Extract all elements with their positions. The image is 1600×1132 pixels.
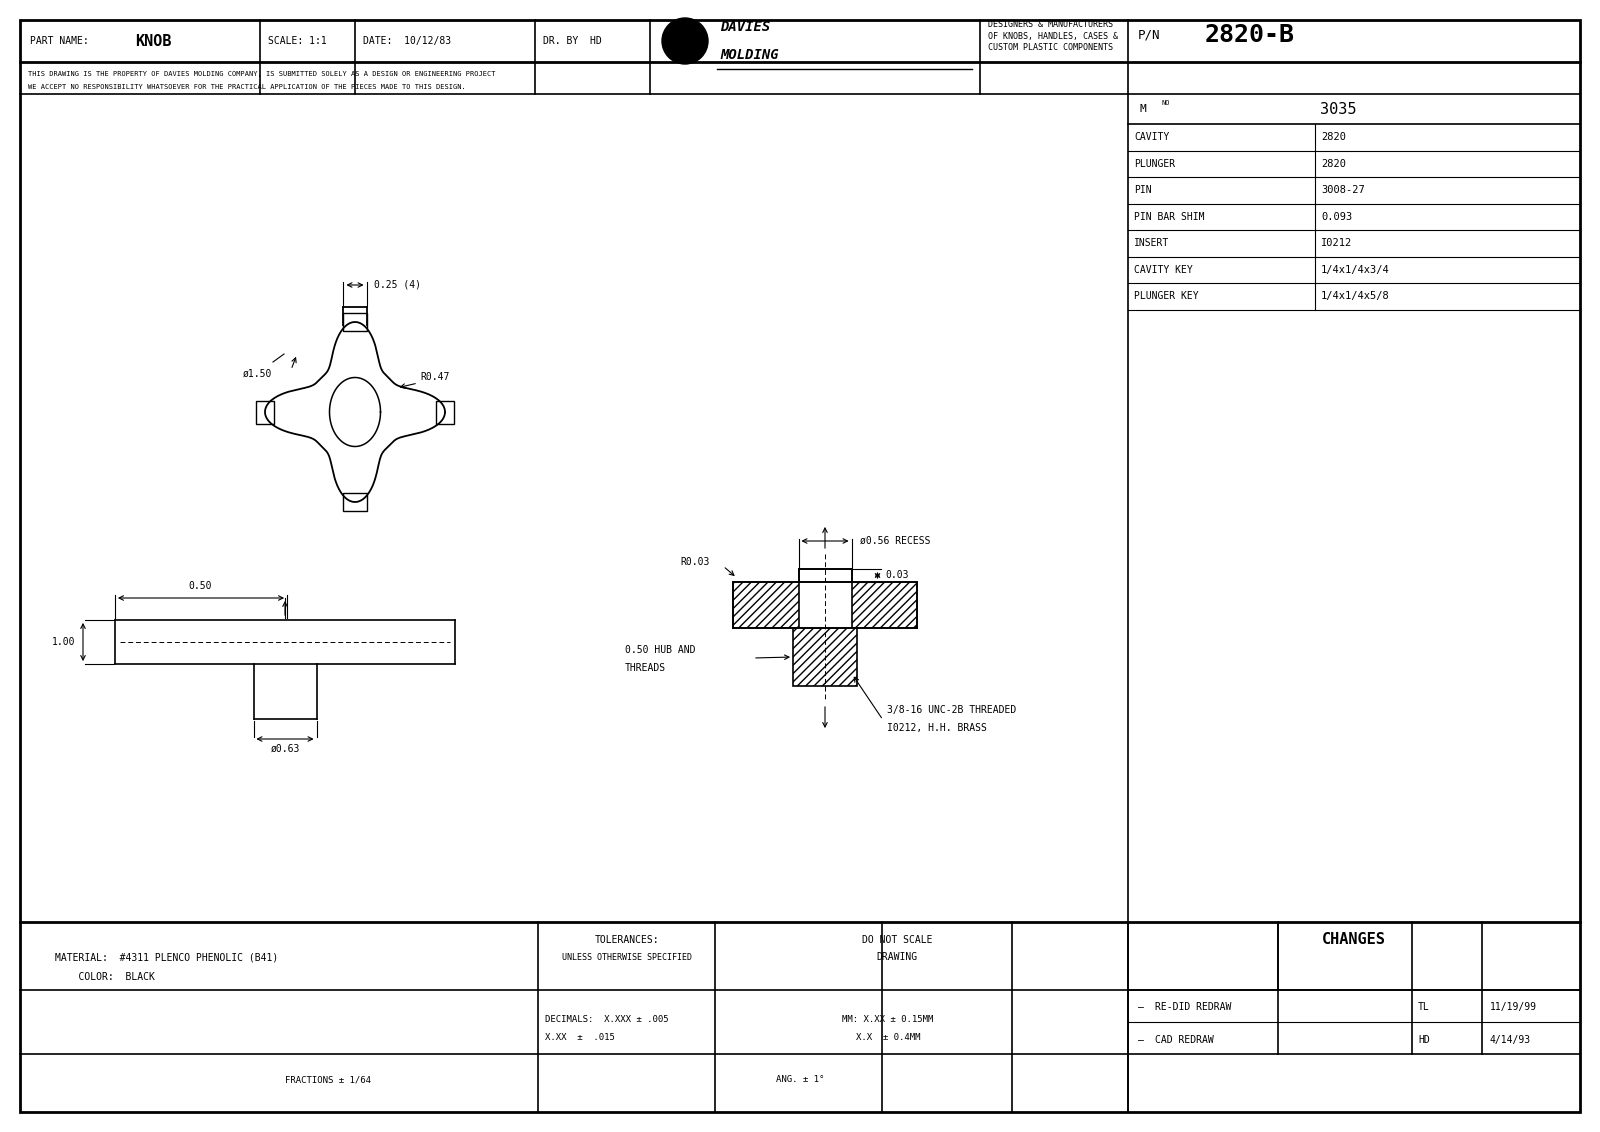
Text: WE ACCEPT NO RESPONSIBILITY WHATSOEVER FOR THE PRACTICAL APPLICATION OF THE PIEC: WE ACCEPT NO RESPONSIBILITY WHATSOEVER F…	[29, 84, 466, 91]
Text: 1/4x1/4x3/4: 1/4x1/4x3/4	[1322, 265, 1390, 275]
Text: 0.03: 0.03	[885, 571, 909, 581]
Text: 3/8-16 UNC-2B THREADED: 3/8-16 UNC-2B THREADED	[886, 705, 1016, 715]
Text: SCALE: 1:1: SCALE: 1:1	[269, 36, 326, 46]
Text: P/N: P/N	[1138, 28, 1160, 42]
Text: R0.03: R0.03	[680, 557, 709, 567]
Text: ANG. ± 1°: ANG. ± 1°	[776, 1075, 824, 1084]
Text: 2820-B: 2820-B	[1205, 23, 1294, 48]
Text: COLOR:  BLACK: COLOR: BLACK	[54, 972, 155, 981]
Text: DRAWING: DRAWING	[877, 952, 917, 962]
Text: MATERIAL:  #4311 PLENCO PHENOLIC (B41): MATERIAL: #4311 PLENCO PHENOLIC (B41)	[54, 952, 278, 962]
Text: 2820: 2820	[1322, 158, 1346, 169]
Circle shape	[662, 18, 707, 65]
Text: DR. BY  HD: DR. BY HD	[542, 36, 602, 46]
Text: CAD REDRAW: CAD REDRAW	[1155, 1035, 1214, 1045]
Text: MM: X.XX ± 0.15MM: MM: X.XX ± 0.15MM	[842, 1015, 934, 1024]
Text: DATE:  10/12/83: DATE: 10/12/83	[363, 36, 451, 46]
Text: 0.25 (4): 0.25 (4)	[373, 280, 421, 290]
Text: 3035: 3035	[1320, 102, 1357, 117]
Text: PART NAME:: PART NAME:	[30, 36, 88, 46]
Text: CAVITY: CAVITY	[1134, 132, 1170, 143]
Text: ø0.56 RECESS: ø0.56 RECESS	[859, 535, 930, 546]
Text: 0.093: 0.093	[1322, 212, 1352, 222]
Text: I0212, H.H. BRASS: I0212, H.H. BRASS	[886, 723, 987, 734]
Text: CAVITY KEY: CAVITY KEY	[1134, 265, 1192, 275]
Text: PLUNGER KEY: PLUNGER KEY	[1134, 291, 1198, 301]
Text: THIS DRAWING IS THE PROPERTY OF DAVIES MOLDING COMPANY, IS SUBMITTED SOLELY AS A: THIS DRAWING IS THE PROPERTY OF DAVIES M…	[29, 71, 496, 77]
Text: 2820: 2820	[1322, 132, 1346, 143]
Polygon shape	[851, 582, 917, 628]
Text: TOLERANCES:: TOLERANCES:	[595, 935, 659, 945]
Text: FRACTIONS ± 1/64: FRACTIONS ± 1/64	[285, 1075, 371, 1084]
Text: 0.50 HUB AND: 0.50 HUB AND	[626, 645, 696, 655]
Text: 1/4x1/4x5/8: 1/4x1/4x5/8	[1322, 291, 1390, 301]
Text: I0212: I0212	[1322, 238, 1352, 248]
Text: R0.47: R0.47	[419, 372, 450, 381]
Text: X.X  ± 0.4MM: X.X ± 0.4MM	[856, 1034, 920, 1043]
Text: 3008-27: 3008-27	[1322, 186, 1365, 195]
Text: –: –	[1138, 1002, 1144, 1012]
Text: TL: TL	[1418, 1002, 1430, 1012]
Text: 1.00: 1.00	[51, 637, 75, 648]
Text: DECIMALS:  X.XXX ± .005: DECIMALS: X.XXX ± .005	[546, 1015, 669, 1024]
Text: HD: HD	[1418, 1035, 1430, 1045]
Text: PIN: PIN	[1134, 186, 1152, 195]
Text: ø1.50: ø1.50	[243, 369, 272, 379]
Text: 4/14/93: 4/14/93	[1490, 1035, 1531, 1045]
Text: DAVIES: DAVIES	[720, 20, 770, 34]
Text: M: M	[1139, 104, 1147, 114]
Polygon shape	[798, 569, 851, 582]
Text: THREADS: THREADS	[626, 663, 666, 674]
Text: X.XX  ±  .015: X.XX ± .015	[546, 1034, 614, 1043]
Text: INSERT: INSERT	[1134, 238, 1170, 248]
Text: DESIGNERS & MANUFACTURERS
OF KNOBS, HANDLES, CASES &
CUSTOM PLASTIC COMPONENTS: DESIGNERS & MANUFACTURERS OF KNOBS, HAND…	[989, 19, 1118, 52]
Text: RE-DID REDRAW: RE-DID REDRAW	[1155, 1002, 1232, 1012]
Text: 11/19/99: 11/19/99	[1490, 1002, 1538, 1012]
Text: KNOB: KNOB	[134, 34, 171, 49]
Text: PIN BAR SHIM: PIN BAR SHIM	[1134, 212, 1205, 222]
Text: ø0.63: ø0.63	[270, 744, 299, 754]
Text: NO: NO	[1162, 100, 1171, 106]
Text: 0.50: 0.50	[189, 581, 211, 591]
Text: MOLDING: MOLDING	[720, 48, 779, 62]
Polygon shape	[794, 628, 858, 686]
Polygon shape	[733, 582, 798, 628]
Text: PLUNGER: PLUNGER	[1134, 158, 1174, 169]
Text: CHANGES: CHANGES	[1322, 933, 1386, 947]
Text: UNLESS OTHERWISE SPECIFIED: UNLESS OTHERWISE SPECIFIED	[562, 952, 691, 961]
Text: DO NOT SCALE: DO NOT SCALE	[862, 935, 933, 945]
Text: –: –	[1138, 1035, 1144, 1045]
